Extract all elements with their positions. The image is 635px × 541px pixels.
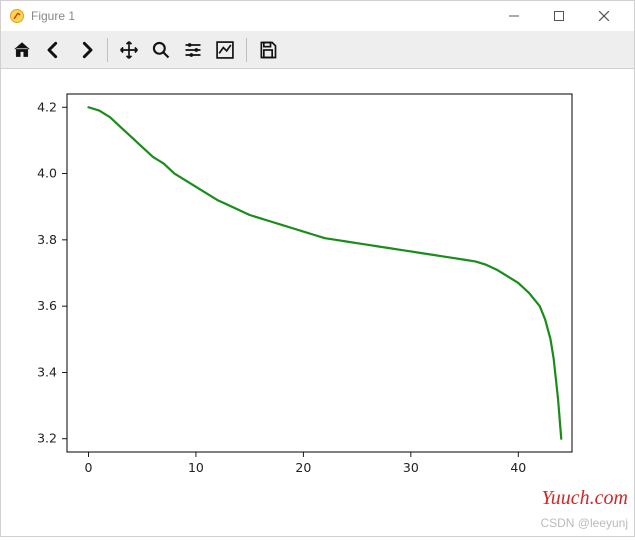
forward-button[interactable]: [71, 35, 101, 65]
app-icon: [9, 8, 25, 24]
svg-text:40: 40: [510, 460, 526, 475]
save-button[interactable]: [253, 35, 283, 65]
svg-text:3.2: 3.2: [37, 431, 57, 446]
toolbar-separator: [107, 38, 108, 62]
zoom-button[interactable]: [146, 35, 176, 65]
home-button[interactable]: [7, 35, 37, 65]
pan-button[interactable]: [114, 35, 144, 65]
svg-text:4.2: 4.2: [37, 99, 57, 114]
svg-text:10: 10: [188, 460, 204, 475]
plot-area: 3.2 3.4 3.6 3.8 4.0 4.2 0 10 20 30 40: [1, 69, 634, 536]
minimize-button[interactable]: [491, 1, 536, 31]
configure-button[interactable]: [178, 35, 208, 65]
svg-text:0: 0: [85, 460, 93, 475]
back-button[interactable]: [39, 35, 69, 65]
svg-text:3.4: 3.4: [37, 364, 57, 379]
toolbar: [1, 31, 634, 69]
toolbar-separator: [246, 38, 247, 62]
svg-text:20: 20: [295, 460, 311, 475]
watermark-site: Yuuch.com: [542, 487, 628, 510]
chart: 3.2 3.4 3.6 3.8 4.0 4.2 0 10 20 30 40: [1, 69, 634, 536]
svg-text:3.6: 3.6: [37, 298, 57, 313]
window-title: Figure 1: [31, 9, 491, 23]
window-buttons: [491, 1, 626, 31]
maximize-button[interactable]: [536, 1, 581, 31]
watermark-author: CSDN @leeyunj: [540, 516, 628, 530]
titlebar: Figure 1: [1, 1, 634, 31]
svg-text:3.8: 3.8: [37, 232, 57, 247]
svg-text:30: 30: [403, 460, 419, 475]
close-button[interactable]: [581, 1, 626, 31]
svg-text:4.0: 4.0: [37, 166, 57, 181]
figure-window: Figure 1: [0, 0, 635, 537]
edit-plot-button[interactable]: [210, 35, 240, 65]
